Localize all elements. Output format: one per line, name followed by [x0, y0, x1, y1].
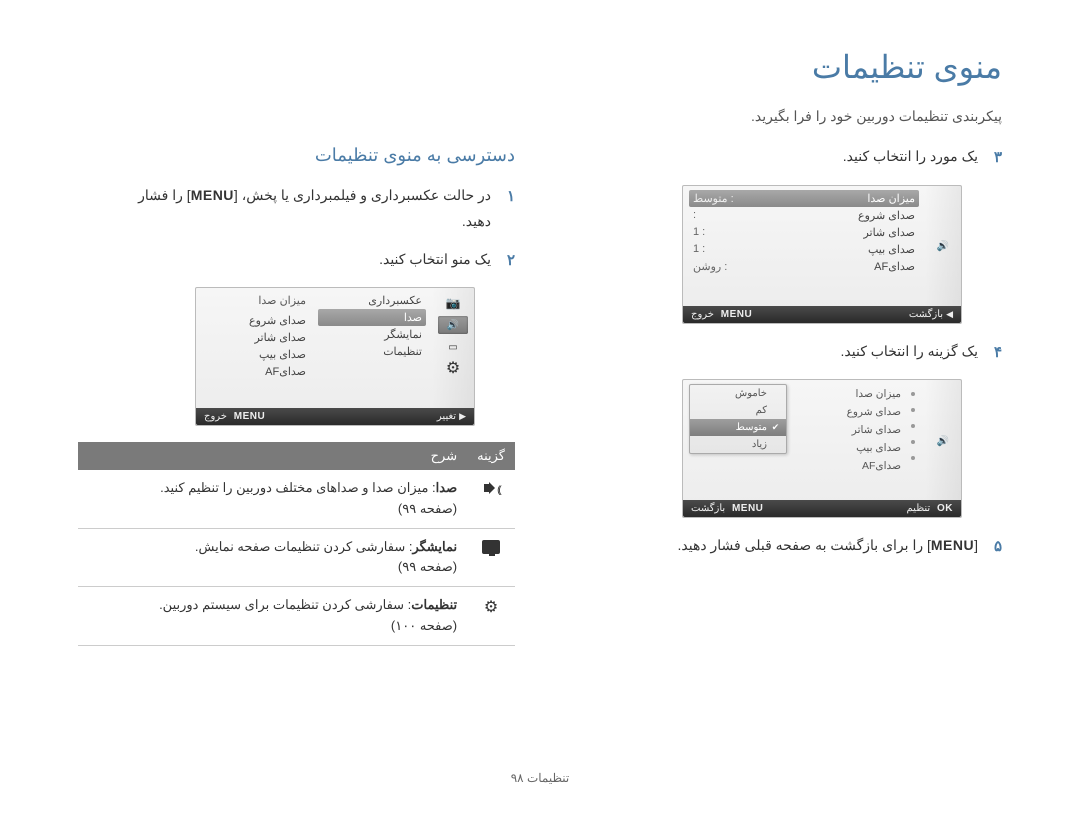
menu-row: صدای شروع: — [689, 207, 919, 224]
step-body: [MENU] را برای بازگشت به صفحه قبلی فشار … — [565, 534, 978, 560]
option-low: کم — [690, 402, 786, 419]
speaker-icon: 🔊 — [937, 436, 949, 447]
table-row: )) صدا: میزان صدا و صداهای مختلف دوربین … — [78, 470, 515, 528]
page-subtitle: پیکربندی تنظیمات دوربین خود را فرا بگیری… — [751, 108, 1002, 125]
th-option: گزینه — [467, 442, 515, 470]
menu-row: عکسبرداری — [318, 292, 426, 309]
arrow-left-icon: ◀ — [946, 309, 953, 319]
menu-main: عکسبرداری صدا نمایشگر تنظیمات میزان صدا … — [196, 288, 432, 408]
menu-sidebar: 🔊 — [925, 186, 961, 306]
menu-list-head: میزان صدا — [202, 292, 310, 312]
menu-sidebar: 🔊 — [925, 380, 961, 500]
menu-key-label: MENU — [234, 411, 265, 422]
menu-row: نمایشگر — [318, 326, 426, 343]
option-high: زیاد — [690, 436, 786, 453]
step-5: ۵ [MENU] را برای بازگشت به صفحه قبلی فشا… — [565, 534, 1002, 560]
speaker-icon: 🔊 — [937, 241, 949, 252]
check-icon: ✔ — [771, 423, 780, 432]
step-number: ۴ — [988, 340, 1002, 366]
menu-footer: ▶تغییر MENU خروج — [196, 408, 474, 425]
sidebar-item-camera: 📷 — [438, 294, 468, 312]
sidebar-item-settings: ⚙ — [438, 360, 468, 378]
monitor-icon: ▭ — [448, 342, 457, 353]
table-row: ⚙ تنظیمات: سفارشی کردن تنظیمات برای سیست… — [78, 587, 515, 646]
sidebar-item-display: ▭ — [438, 338, 468, 356]
sidebar-sound-icon: 🔊 — [928, 238, 958, 256]
ok-key-label: OK — [937, 503, 953, 514]
menu-key-label: MENU — [732, 503, 763, 514]
speaker-icon: )) — [482, 481, 500, 495]
step-number: ۱ — [501, 184, 515, 234]
menu-value: صدای بیپ — [202, 346, 310, 363]
menu-sidebar: 📷 🔊 ▭ ⚙ — [432, 288, 474, 408]
left-column: ۳ یک مورد را انتخاب کنید. 🔊 میزان صدامتو… — [565, 145, 1002, 646]
step-number: ۵ — [988, 534, 1002, 560]
step-body: یک گزینه را انتخاب کنید. — [565, 340, 978, 366]
page-footer: تنظیمات ۹۸ — [0, 771, 1080, 785]
sidebar-sound-icon: 🔊 — [928, 432, 958, 450]
camera-menu-screenshot-3: 🔊 میزان صدا صدای شروع صدای شاتر صدای بیپ… — [682, 379, 962, 518]
menu-row: صدای بیپ1 : — [689, 241, 919, 258]
step-2: ۲ یک منو انتخاب کنید. — [78, 248, 515, 274]
menu-value: صدای شروع — [202, 312, 310, 329]
step-1: ۱ در حالت عکسبرداری و فیلمبرداری یا پخش،… — [78, 184, 515, 234]
menu-footer: OK تنظیم MENU بازگشت — [683, 500, 961, 517]
menu-key-label: MENU — [721, 309, 752, 320]
gear-icon: ⚙ — [446, 361, 460, 377]
step-number: ۲ — [501, 248, 515, 274]
camera-icon: 📷 — [446, 297, 461, 309]
camera-menu-screenshot-1: 📷 🔊 ▭ ⚙ عکسبرداری صدا نمایشگر تنظیمات — [195, 287, 475, 426]
option-medium-selected: ✔متوسط — [690, 419, 786, 436]
gear-icon: ⚙ — [484, 599, 498, 616]
option-off: خاموش — [690, 385, 786, 402]
menu-row: تنظیمات — [318, 343, 426, 360]
monitor-icon — [482, 540, 500, 554]
menu-row: صدایAFروشن : — [689, 258, 919, 275]
page-title: منوی تنظیمات — [812, 48, 1002, 86]
sidebar-item-sound: 🔊 — [438, 316, 468, 334]
table-row: نمایشگر: سفارشی کردن تنظیمات صفحه نمایش.… — [78, 528, 515, 587]
menu-row: صدای شاتر1 : — [689, 224, 919, 241]
menu-key: MENU — [191, 187, 234, 203]
menu-key: MENU — [931, 537, 974, 553]
step-3: ۳ یک مورد را انتخاب کنید. — [565, 145, 1002, 171]
options-popup: خاموش کم ✔متوسط زیاد — [689, 384, 787, 454]
menu-row-selected: میزان صدامتوسط : — [689, 190, 919, 207]
menu-main: میزان صدامتوسط : صدای شروع: صدای شاتر1 :… — [683, 186, 925, 306]
menu-row-selected: صدا — [318, 309, 426, 326]
menu-value: صدایAF — [202, 363, 310, 380]
speaker-icon: 🔊 — [447, 320, 459, 331]
menu-footer: ◀بازگشت MENU خروج — [683, 306, 961, 323]
step-number: ۳ — [988, 145, 1002, 171]
content-columns: دسترسی به منوی تنظیمات ۱ در حالت عکسبردا… — [78, 145, 1002, 646]
menu-value: صدای شاتر — [202, 329, 310, 346]
step-4: ۴ یک گزینه را انتخاب کنید. — [565, 340, 1002, 366]
arrow-right-icon: ▶ — [459, 411, 466, 421]
camera-menu-screenshot-2: 🔊 میزان صدامتوسط : صدای شروع: صدای شاتر1… — [682, 185, 962, 324]
right-column: دسترسی به منوی تنظیمات ۱ در حالت عکسبردا… — [78, 145, 515, 646]
step-body: در حالت عکسبرداری و فیلمبرداری یا پخش، [… — [78, 184, 491, 234]
section-heading: دسترسی به منوی تنظیمات — [78, 145, 515, 166]
options-description-table: گزینه شرح )) صدا: میزان صدا و صداهای مخت… — [78, 442, 515, 646]
step-body: یک مورد را انتخاب کنید. — [565, 145, 978, 171]
step-body: یک منو انتخاب کنید. — [78, 248, 491, 274]
th-description: شرح — [78, 442, 467, 470]
option-dots — [907, 384, 919, 496]
